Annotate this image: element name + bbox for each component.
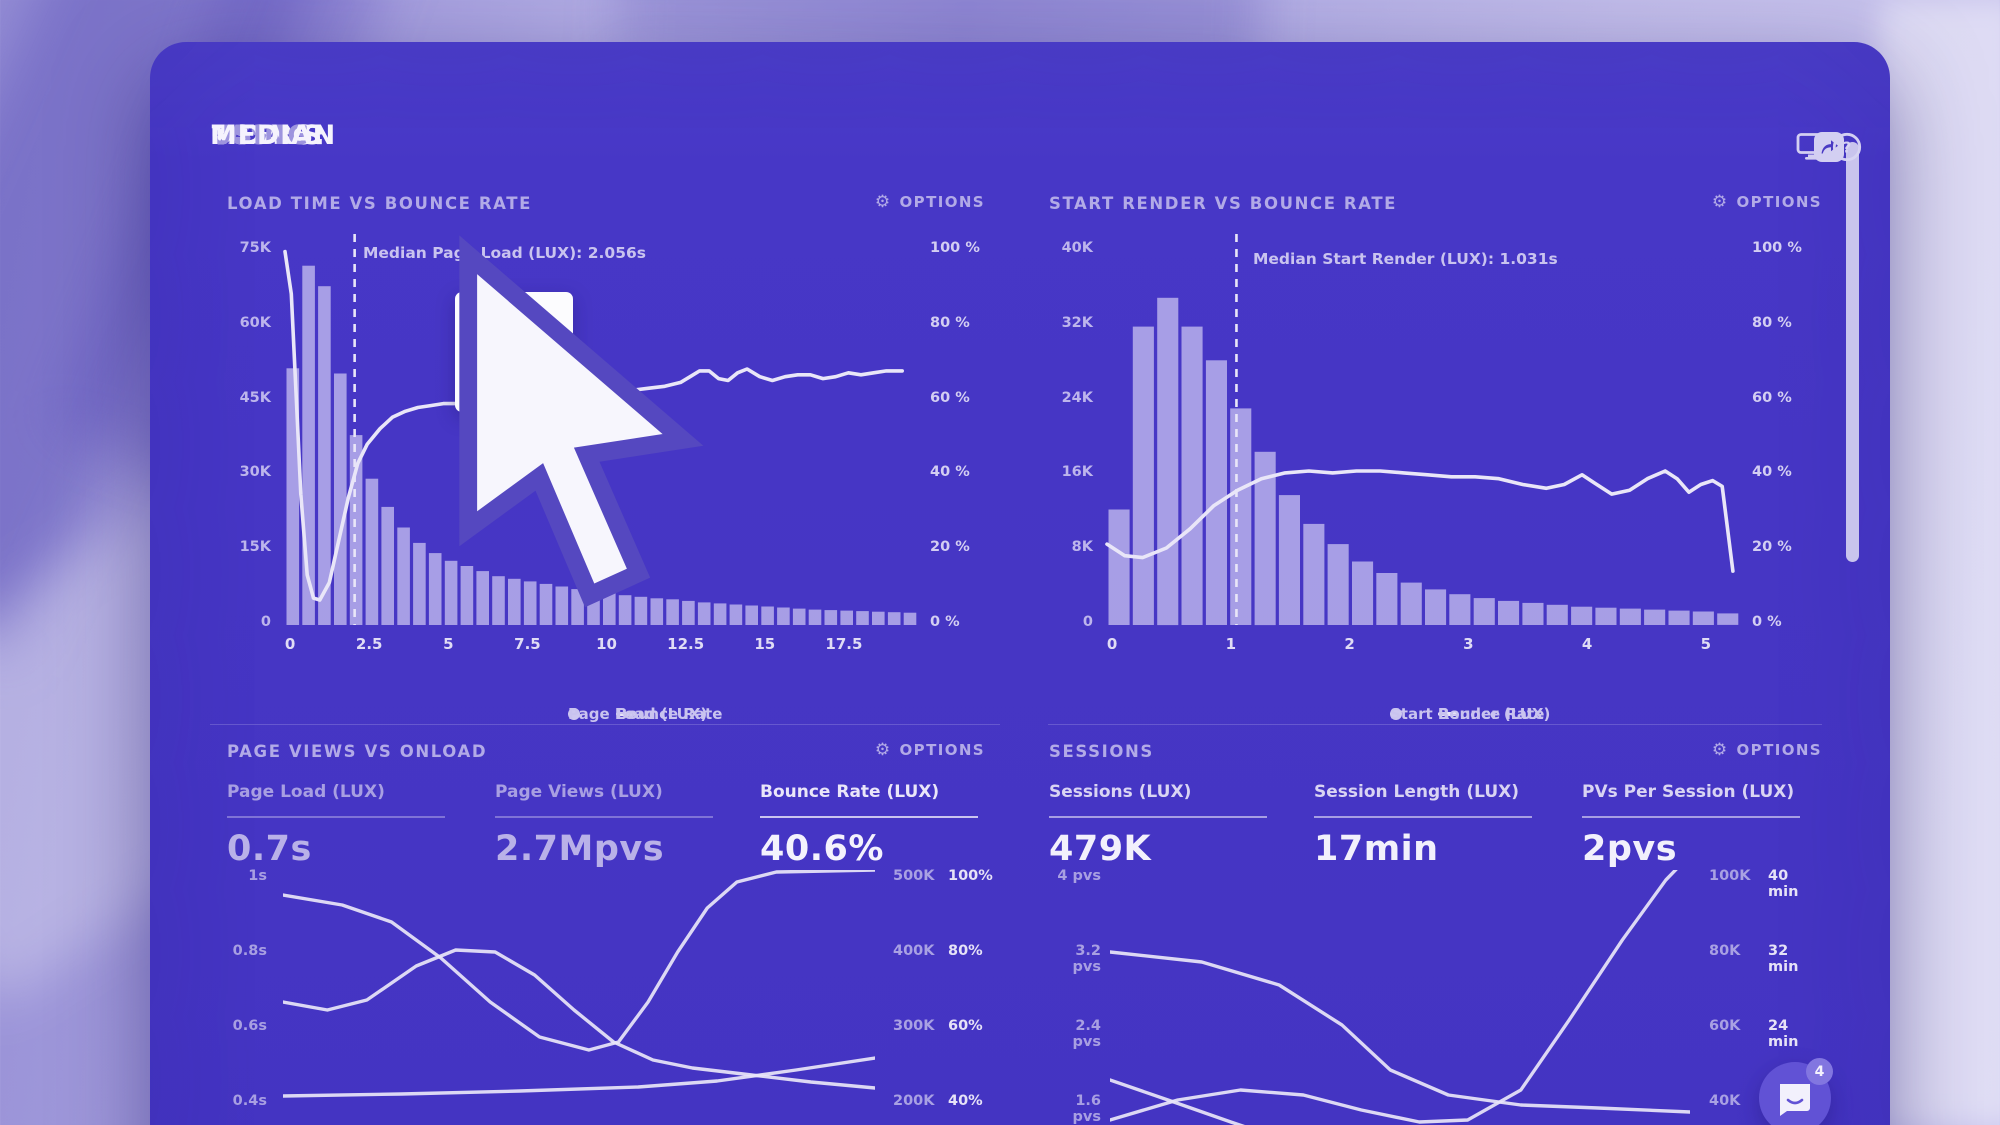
panel-title: START RENDER VS BOUNCE RATE (1049, 194, 1398, 213)
histogram-and-line-chart (1105, 234, 1739, 626)
line-swatch-icon (616, 712, 635, 716)
title-last: LAST (210, 120, 290, 151)
gear-icon: ⚙ (1711, 740, 1729, 760)
panel-title: LOAD TIME VS BOUNCE RATE (227, 194, 533, 213)
options-button[interactable]: ⚙ OPTIONS (874, 740, 985, 760)
x-tick-label: 3 (1463, 635, 1474, 653)
title-median: MEDIAN (210, 120, 337, 151)
x-tick-label: 17.5 (825, 635, 863, 653)
x-tick-label: 4 (1581, 635, 1593, 653)
y-axis-right-labels: 100 % 80 % 60 % 40 % 20 % 0 % (1752, 240, 1802, 630)
dashboard-title-dropdown[interactable]: USERS: LAST 7 DAYS USING MEDIAN (210, 120, 335, 151)
gear-icon: ⚙ (1711, 192, 1729, 212)
panel-sessions: SESSIONS ⚙ OPTIONS Sessions (LUX) 479K S… (1049, 740, 1822, 1125)
x-tick-label: 10 (596, 635, 617, 653)
chart-legend: Start Render (LUX) Bounce Rate (1107, 705, 1740, 723)
x-tick-label: 7.5 (514, 635, 541, 653)
gear-icon: ⚙ (874, 192, 892, 212)
median-annotation: Median Page Load (LUX): 2.056s (363, 244, 646, 262)
legend-item-bounce-rate[interactable]: Bounce Rate (1438, 705, 1545, 723)
panel-title: PAGE VIEWS VS ONLOAD (227, 742, 488, 761)
line-swatch-icon (1438, 712, 1457, 716)
chat-bubble-icon (1780, 1084, 1810, 1116)
chat-launcher-button[interactable]: 4 (1759, 1058, 1833, 1125)
panel-page-views-vs-onload: PAGE VIEWS VS ONLOAD ⚙ OPTIONS Page Load… (227, 740, 993, 1125)
chart-plot-area: Median Start Render (LUX): 1.031s (1105, 234, 1740, 626)
x-tick-label: 5 (1700, 635, 1712, 653)
metric-page-views[interactable]: Page Views (LUX) 2.7Mpvs (495, 782, 713, 869)
y-axis-left-labels: 75K 60K 45K 30K 15K 0 (239, 240, 271, 630)
x-tick-label: 2 (1344, 635, 1355, 653)
dot-icon (568, 708, 580, 720)
median-annotation: Median Start Render (LUX): 1.031s (1253, 250, 1558, 268)
metric-bounce-rate[interactable]: Bounce Rate (LUX) 40.6% (760, 782, 978, 869)
title-using: USING (210, 120, 311, 151)
x-axis-labels: 0 1 2 3 4 5 (1107, 635, 1740, 655)
title-users: USERS: (210, 120, 326, 151)
x-tick-label: 2.5 (355, 635, 383, 653)
dot-icon (1390, 708, 1402, 720)
x-axis-labels: 0 2.5 5 7.5 10 12.5 15 17.5 (285, 635, 918, 655)
panel-title: SESSIONS (1049, 742, 1154, 761)
metric-sessions[interactable]: Sessions (LUX) 479K (1049, 782, 1267, 869)
mini-line-chart (1110, 870, 1690, 1125)
scrollbar-thumb[interactable] (1846, 142, 1859, 562)
dashboard-screen: USERS: LAST 7 DAYS USING MEDIAN ? LOAD T… (150, 42, 1890, 1125)
mouse-cursor (459, 235, 704, 608)
section-divider (210, 724, 1000, 725)
mini-line-chart (283, 870, 875, 1098)
metric-page-load[interactable]: Page Load (LUX) 0.7s (227, 782, 445, 869)
gear-icon: ⚙ (874, 740, 892, 760)
panel-load-time-vs-bounce-rate: LOAD TIME VS BOUNCE RATE ⚙ OPTIONS 75K 60… (227, 192, 985, 734)
legend-item-bounce-rate[interactable]: Bounce Rate (616, 705, 723, 723)
x-tick-label: 12.5 (667, 635, 705, 653)
chevron-down-icon (214, 128, 240, 143)
histogram-and-line-chart (283, 234, 917, 625)
background-highlight (1880, 0, 2000, 1125)
panel-start-render-vs-bounce-rate: START RENDER VS BOUNCE RATE ⚙ OPTIONS 40… (1049, 192, 1822, 734)
metric-session-length[interactable]: Session Length (LUX) 17min (1314, 782, 1532, 869)
y-axis-left-labels: 40K 32K 24K 16K 8K 0 (1061, 240, 1093, 630)
chart-legend: Page Load (LUX) Bounce Rate (285, 705, 918, 723)
metric-pvs-per-session[interactable]: PVs Per Session (LUX) 2pvs (1582, 782, 1800, 869)
x-tick-label: 15 (754, 635, 776, 653)
chart-plot-area: Median Page Load (LUX): 2.056s Bounce Ra… (283, 234, 918, 625)
x-tick-label: 5 (443, 635, 454, 653)
legend-item-start-render[interactable]: Start Render (LUX) (1390, 705, 1551, 723)
options-button[interactable]: ⚙ OPTIONS (1711, 192, 1822, 212)
chat-unread-badge: 4 (1806, 1058, 1833, 1085)
legend-item-page-load[interactable]: Page Load (LUX) (568, 705, 708, 723)
title-7days: 7 DAYS (210, 120, 323, 151)
options-button[interactable]: ⚙ OPTIONS (874, 192, 985, 212)
x-tick-label: 0 (284, 635, 296, 653)
x-tick-label: 1 (1225, 635, 1237, 653)
section-divider (1048, 724, 1822, 725)
x-tick-label: 0 (1106, 635, 1118, 653)
options-button[interactable]: ⚙ OPTIONS (1711, 740, 1822, 760)
y-axis-right-labels: 100 % 80 % 60 % 40 % 20 % 0 % (930, 240, 980, 630)
